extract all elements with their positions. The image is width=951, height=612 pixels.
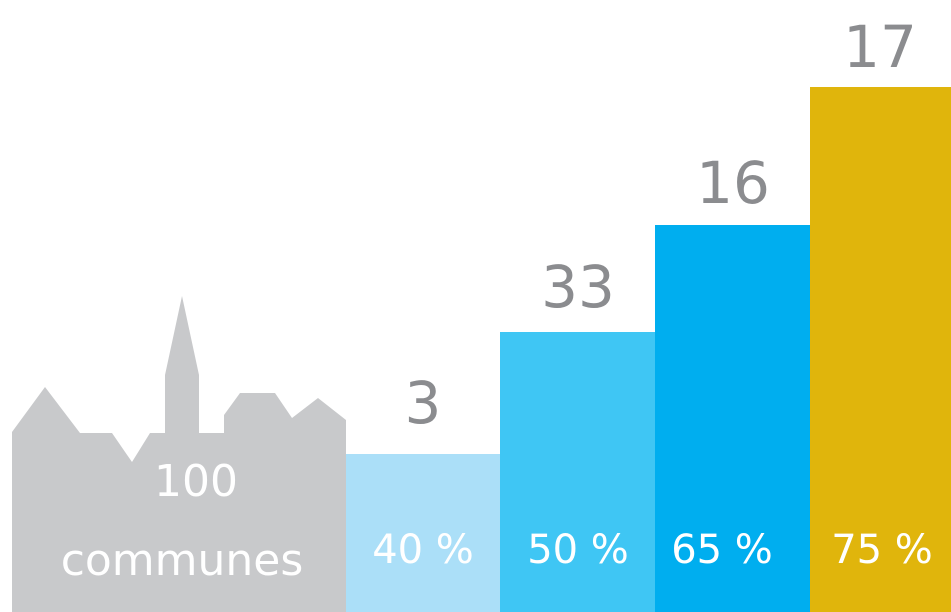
bar [810,87,951,612]
town-label: communes [61,535,304,586]
bar-value: 33 [541,253,615,321]
bar [346,454,501,612]
bar [500,332,656,612]
bar-label: 40 % [372,527,474,573]
town-count: 100 [154,456,238,507]
bar-value: 3 [405,369,442,437]
bar-label: 65 % [671,527,773,573]
town-silhouette [12,296,346,612]
bar-label: 50 % [527,527,629,573]
bar-value: 16 [696,149,770,217]
bar-label: 75 % [831,527,933,573]
bar [655,225,811,612]
bar-value: 17 [843,13,917,81]
